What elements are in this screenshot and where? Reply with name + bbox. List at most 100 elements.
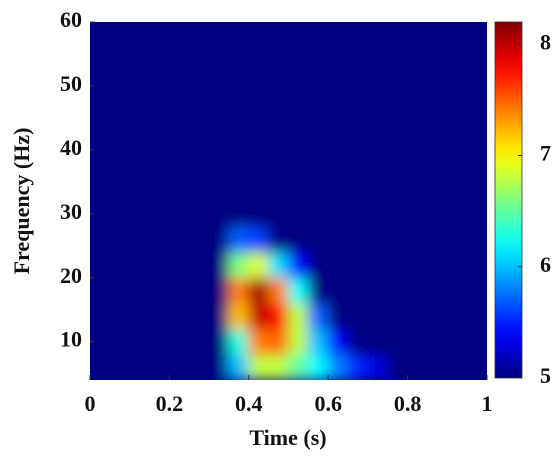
heat-cell bbox=[407, 226, 428, 253]
heat-cell bbox=[327, 149, 349, 176]
heat-cell bbox=[307, 98, 329, 125]
heat-cell bbox=[129, 302, 151, 330]
heat-cell bbox=[307, 277, 329, 304]
heat-cell bbox=[188, 22, 210, 49]
heat-cell bbox=[347, 226, 369, 253]
heat-cell bbox=[248, 98, 270, 125]
heat-cell bbox=[248, 123, 270, 151]
heat-cell bbox=[129, 149, 151, 176]
heat-cell bbox=[367, 200, 389, 228]
heat-cell bbox=[188, 123, 210, 151]
heat-cell bbox=[307, 174, 329, 202]
heat-cell bbox=[426, 302, 448, 330]
heat-cell bbox=[387, 200, 409, 228]
heat-cell bbox=[347, 277, 369, 304]
heat-cell bbox=[288, 277, 309, 304]
x-tick-label: 0.4 bbox=[235, 391, 263, 416]
heat-cell bbox=[466, 226, 487, 253]
heat-cell bbox=[446, 149, 468, 176]
heat-cell bbox=[288, 72, 309, 100]
heat-cell bbox=[367, 72, 389, 100]
heat-cell bbox=[307, 123, 329, 151]
heat-cell bbox=[288, 302, 309, 330]
heat-cell bbox=[248, 302, 270, 330]
heat-cell bbox=[109, 47, 131, 74]
heat-cell bbox=[288, 328, 309, 355]
heat-cell bbox=[248, 22, 270, 49]
heat-cell bbox=[446, 353, 468, 380]
heat-cell bbox=[387, 72, 409, 100]
heat-cell bbox=[387, 302, 409, 330]
heat-cell bbox=[228, 200, 250, 228]
heat-cell bbox=[90, 47, 111, 74]
heat-cell bbox=[387, 353, 409, 380]
heat-cell bbox=[109, 123, 131, 151]
heat-cell bbox=[149, 226, 170, 253]
colorbar-tick-label: 7 bbox=[540, 141, 551, 166]
heat-cell bbox=[228, 302, 250, 330]
heat-cell bbox=[90, 98, 111, 125]
heat-cell bbox=[129, 251, 151, 279]
heat-cell bbox=[466, 174, 487, 202]
heat-cell bbox=[466, 123, 487, 151]
heat-cell bbox=[228, 251, 250, 279]
heat-cell bbox=[426, 149, 448, 176]
colorbar-tick-label: 5 bbox=[540, 363, 551, 388]
heat-cell bbox=[446, 22, 468, 49]
heat-cell bbox=[407, 353, 428, 380]
heat-cell bbox=[446, 98, 468, 125]
heat-cell bbox=[407, 174, 428, 202]
x-tick-label: 0.2 bbox=[156, 391, 184, 416]
heat-cell bbox=[228, 277, 250, 304]
heat-cell bbox=[149, 149, 170, 176]
heat-cell bbox=[109, 149, 131, 176]
y-tick-label: 20 bbox=[60, 263, 82, 288]
heat-cell bbox=[168, 47, 190, 74]
heat-cell bbox=[129, 174, 151, 202]
heat-cell bbox=[149, 251, 170, 279]
heat-cell bbox=[387, 149, 409, 176]
heat-cell bbox=[347, 251, 369, 279]
heat-cell bbox=[288, 174, 309, 202]
heat-cell bbox=[466, 277, 487, 304]
heat-cell bbox=[387, 123, 409, 151]
heat-cell bbox=[248, 226, 270, 253]
heat-cell bbox=[466, 251, 487, 279]
heat-cell bbox=[109, 328, 131, 355]
heat-cell bbox=[208, 226, 230, 253]
heat-cell bbox=[327, 226, 349, 253]
heat-cell bbox=[367, 98, 389, 125]
heat-cell bbox=[129, 226, 151, 253]
heat-cell bbox=[347, 123, 369, 151]
heat-cell bbox=[129, 98, 151, 125]
heat-cell bbox=[307, 22, 329, 49]
heat-cell bbox=[90, 22, 111, 49]
heat-cell bbox=[466, 353, 487, 380]
heat-cell bbox=[268, 302, 289, 330]
heat-cell bbox=[90, 251, 111, 279]
heat-cell bbox=[426, 47, 448, 74]
heat-cell bbox=[426, 98, 448, 125]
heat-cell bbox=[426, 277, 448, 304]
heat-cell bbox=[188, 149, 210, 176]
heat-cell bbox=[208, 353, 230, 380]
heat-cell bbox=[347, 22, 369, 49]
heat-cell bbox=[208, 72, 230, 100]
heat-cell bbox=[268, 328, 289, 355]
x-tick-label: 1 bbox=[482, 391, 493, 416]
heat-cell bbox=[149, 22, 170, 49]
heat-cell bbox=[228, 72, 250, 100]
heat-cell bbox=[407, 302, 428, 330]
heat-cell bbox=[149, 302, 170, 330]
heat-cell bbox=[387, 98, 409, 125]
heat-cell bbox=[228, 353, 250, 380]
heat-cell bbox=[307, 72, 329, 100]
heat-cell bbox=[129, 72, 151, 100]
heat-cell bbox=[426, 328, 448, 355]
heat-cell bbox=[268, 72, 289, 100]
heat-cell bbox=[268, 353, 289, 380]
heat-cell bbox=[407, 123, 428, 151]
heat-cell bbox=[228, 328, 250, 355]
heat-cell bbox=[90, 277, 111, 304]
heat-cell bbox=[90, 328, 111, 355]
